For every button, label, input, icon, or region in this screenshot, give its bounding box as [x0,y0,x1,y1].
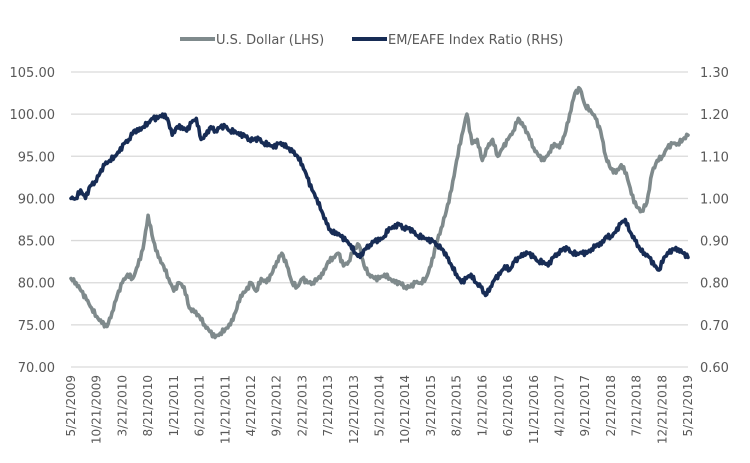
x-tick-label: 4/21/2017 [552,375,566,437]
y-left-tick-label: 85.00 [18,235,55,250]
x-tick-label: 6/21/2016 [501,375,515,437]
x-tick-label: 12/21/2013 [347,375,361,444]
x-tick-label: 11/21/2011 [218,375,232,444]
x-tick-label: 9/21/2017 [578,375,592,437]
y-axis-right: 0.60 0.70 0.80 0.90 1.00 1.10 1.20 1.30 [700,66,729,376]
legend-label-em-eafe: EM/EAFE Index Ratio (RHS) [388,33,563,48]
x-axis: 5/21/2009 10/21/2009 3/21/2010 8/21/2010 1/2… [64,375,695,444]
x-tick-label: 3/21/2015 [424,375,438,437]
y-right-tick-label: 1.30 [700,66,729,81]
y-left-tick-label: 105.00 [10,66,56,81]
x-tick-label: 8/21/2010 [141,375,155,437]
y-right-tick-label: 0.90 [700,235,729,250]
x-tick-label: 5/21/2014 [373,375,387,437]
y-left-tick-label: 70.00 [18,361,55,376]
y-right-tick-label: 1.00 [700,192,729,207]
y-axis-left: 70.00 75.00 80.00 85.00 90.00 95.00 100.00 105.… [10,66,56,376]
y-left-tick-label: 95.00 [18,150,55,165]
y-left-tick-label: 90.00 [18,192,55,207]
x-tick-label: 2/21/2018 [604,375,618,437]
x-tick-label: 1/21/2011 [167,375,181,437]
legend-label-us-dollar: U.S. Dollar (LHS) [216,33,324,48]
y-right-tick-label: 0.70 [700,319,729,334]
y-left-tick-label: 100.00 [10,108,56,123]
x-tick-label: 5/21/2009 [64,375,78,437]
y-right-tick-label: 1.10 [700,150,729,165]
us-dollar-line [69,85,690,340]
x-tick-label: 1/21/2016 [475,375,489,437]
series-group [69,85,690,340]
x-tick-label: 9/21/2012 [270,375,284,437]
x-tick-label: 6/21/2011 [193,375,207,437]
x-tick-label: 12/21/2018 [655,375,669,444]
y-left-tick-label: 75.00 [18,319,55,334]
y-left-tick-label: 80.00 [18,277,55,292]
y-right-tick-label: 1.20 [700,108,729,123]
legend: U.S. Dollar (LHS) EM/EAFE Index Ratio (R… [180,33,563,48]
x-tick-label: 10/21/2009 [90,375,104,444]
x-tick-label: 3/21/2010 [115,375,129,437]
em-eafe-ratio-line [69,112,690,298]
x-tick-label: 2/21/2013 [295,375,309,437]
x-tick-label: 4/21/2012 [244,375,258,437]
x-tick-label: 7/21/2018 [630,375,644,437]
x-tick-label: 7/21/2013 [321,375,335,437]
x-tick-label: 8/21/2015 [450,375,464,437]
x-tick-label: 10/21/2014 [398,375,412,444]
y-right-tick-label: 0.60 [700,361,729,376]
x-tick-label: 11/21/2016 [527,375,541,444]
x-tick-label: 5/21/2019 [681,375,695,437]
y-right-tick-label: 0.80 [700,277,729,292]
